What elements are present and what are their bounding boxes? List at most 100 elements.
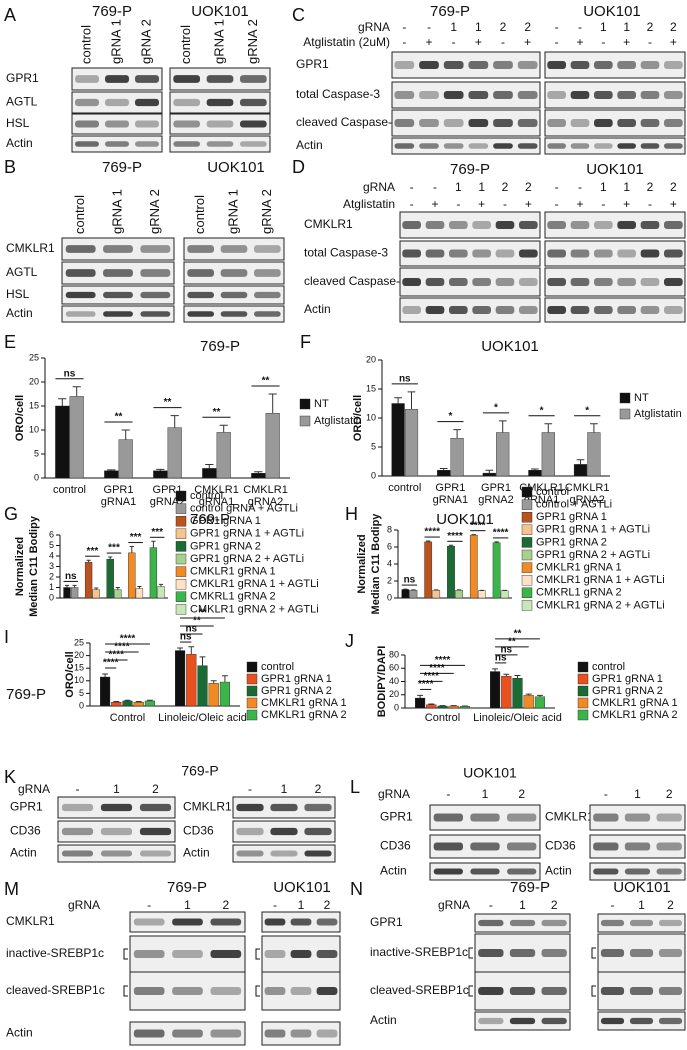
x-tick-label: Control [110,712,145,724]
band [290,950,312,958]
group-title: 769-P [92,3,132,20]
band [449,278,468,286]
band [270,827,298,836]
band [629,987,654,995]
band [517,91,538,99]
y-tick-label: 0 [79,700,84,710]
panel-letter: H [345,504,358,524]
blot-strip [57,820,176,843]
legend-swatch [175,591,187,602]
lane-value: - [273,898,277,912]
band [133,950,165,958]
row-label: Actin [304,302,331,316]
band [517,61,538,69]
band [449,249,468,258]
lane-value: - [578,20,582,34]
legend-swatch [175,490,187,502]
x-tick-label: CMKLR1 [565,482,610,494]
band [264,1029,286,1038]
band [443,119,464,127]
band [402,249,421,258]
error-bar [94,587,99,590]
band [100,803,133,812]
band [594,249,613,258]
band [478,987,504,995]
blot-strip [597,913,686,933]
band [547,221,566,229]
band [139,827,172,836]
error-bar [394,397,402,404]
row-label: GPR1 [10,800,43,814]
y-tick-label: 2 [387,575,392,585]
row-label: Actin [6,306,33,320]
band [570,221,590,229]
lane-value: - [648,197,652,211]
bar [492,542,501,599]
legend-swatch [175,579,187,590]
lane-value: 1 [455,180,462,194]
significance-label: ** [164,397,172,408]
y-tick-label: 10 [74,675,84,685]
bar [432,590,441,599]
lane-value: 2 [518,787,525,801]
blot-strip [544,240,686,267]
legend-label: CMKLR1 gRNA 2 + AGTLi [536,599,665,611]
y-tick-label: 0 [34,472,39,482]
band [172,918,203,926]
error-bar [205,464,214,469]
blot-strip [391,137,541,155]
band [304,803,332,812]
band [624,868,651,875]
error-bar [576,459,585,465]
band [236,850,264,857]
lane-value: - [648,35,652,49]
row-label: cleaved Caspase-3 [304,274,407,288]
blot-strip [169,135,271,153]
significance-label: **** [418,679,434,690]
error-bar [453,429,461,439]
band [254,245,281,253]
band [100,827,133,836]
band [75,141,99,147]
band [468,91,489,99]
band [570,119,590,127]
group-title: 769-P [102,159,142,176]
lane-value: 2 [670,180,677,194]
y-tick-label: 6 [49,529,54,539]
band [61,827,94,836]
band [664,143,683,149]
significance-label: **** [493,528,509,539]
legend-label: CMKLR1 gRNA 2 [261,709,347,721]
band [173,141,200,147]
error-bar [537,694,543,697]
error-bar [115,587,120,590]
row-label: AGTL [6,265,38,279]
band [133,987,165,995]
band [547,249,566,258]
y-tick-label: 10 [366,412,376,422]
band [65,291,96,299]
x-tick-label: GPR1 [104,484,134,496]
legend-swatch [175,541,187,552]
y-tick-label: 4 [387,558,392,568]
band [135,120,159,128]
header-label: gRNA [363,180,395,194]
lane-value: - [248,782,252,796]
lane-label: gRNA 2 [245,19,260,64]
panel-letter: D [292,157,305,177]
lane-value: - [503,197,507,211]
bar [70,587,79,599]
lane-label: gRNA 1 [109,189,124,234]
error-bar [135,700,142,703]
band [187,269,214,277]
lane-value: 2 [324,898,331,912]
x-tick-label: Linoleic/Oleic acid [473,712,562,724]
panel-letter: K [4,767,16,787]
band [187,291,214,299]
lane-value: + [525,197,532,211]
band [593,868,619,875]
y-axis-label: Median C11 Bodipy [370,513,382,615]
blot-strip [71,113,163,135]
band [103,291,133,299]
